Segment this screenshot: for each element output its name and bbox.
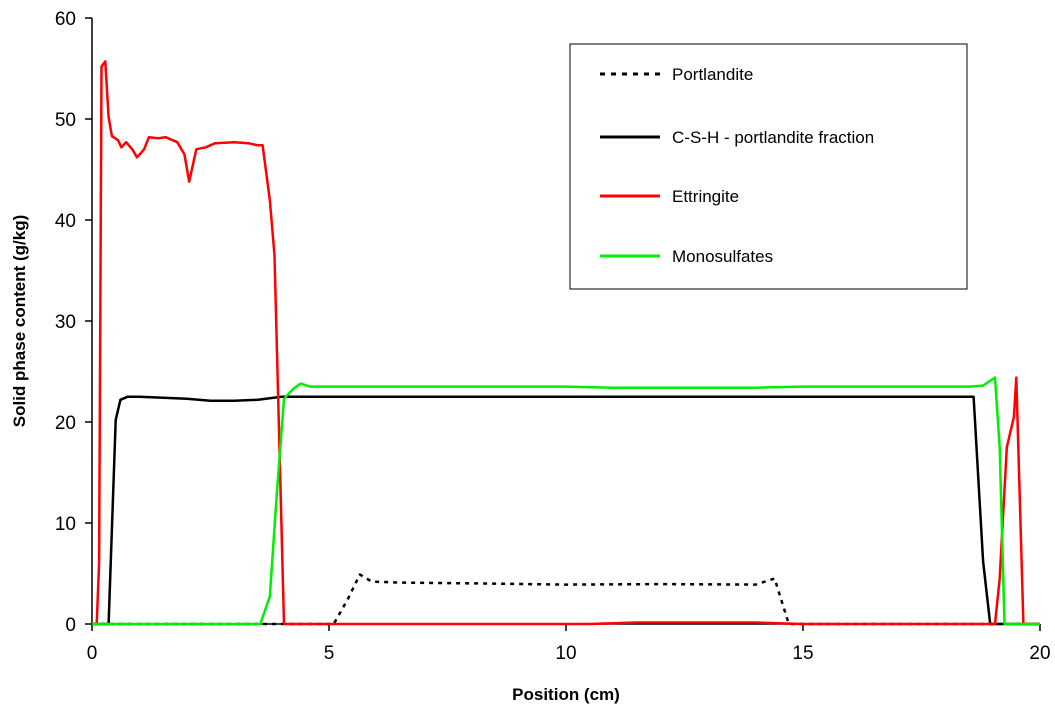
series-line-1 (92, 573, 1040, 626)
x-tick-label: 0 (87, 643, 98, 664)
y-tick-label: 40 (55, 211, 76, 232)
y-tick-label: 30 (55, 312, 76, 333)
y-axis-title: Solid phase content (g/kg) (10, 215, 29, 428)
legend-label-2: C-S-H - portlandite fraction (672, 128, 874, 147)
y-tick-label: 20 (55, 413, 76, 434)
x-tick-label: 10 (555, 643, 576, 664)
legend-label-3: Ettringite (672, 187, 739, 206)
legend-label-4: Monosulfates (672, 247, 773, 266)
legend-label-1: Portlandite (672, 65, 753, 84)
y-tick-label: 60 (55, 9, 76, 30)
legend-box (569, 43, 968, 290)
plot-area: 0 5 10 15 20 0 10 20 30 40 50 60 (55, 9, 1051, 664)
legend: Portlandite C-S-H - portlandite fraction E… (569, 43, 968, 290)
x-ticks: 0 5 10 15 20 (87, 624, 1051, 664)
x-axis-title: Position (cm) (512, 685, 620, 704)
series-line-3 (92, 60, 1040, 626)
y-tick-label: 50 (55, 110, 76, 131)
series-line-2 (92, 395, 1040, 626)
y-tick-label: 10 (55, 514, 76, 535)
x-tick-label: 15 (792, 643, 813, 664)
y-ticks: 0 10 20 30 40 50 60 (55, 9, 92, 636)
series-line-4 (92, 376, 1040, 626)
series-layer (92, 60, 1040, 626)
x-tick-label: 20 (1029, 643, 1050, 664)
x-tick-label: 5 (324, 643, 335, 664)
y-tick-label: 0 (65, 615, 76, 636)
